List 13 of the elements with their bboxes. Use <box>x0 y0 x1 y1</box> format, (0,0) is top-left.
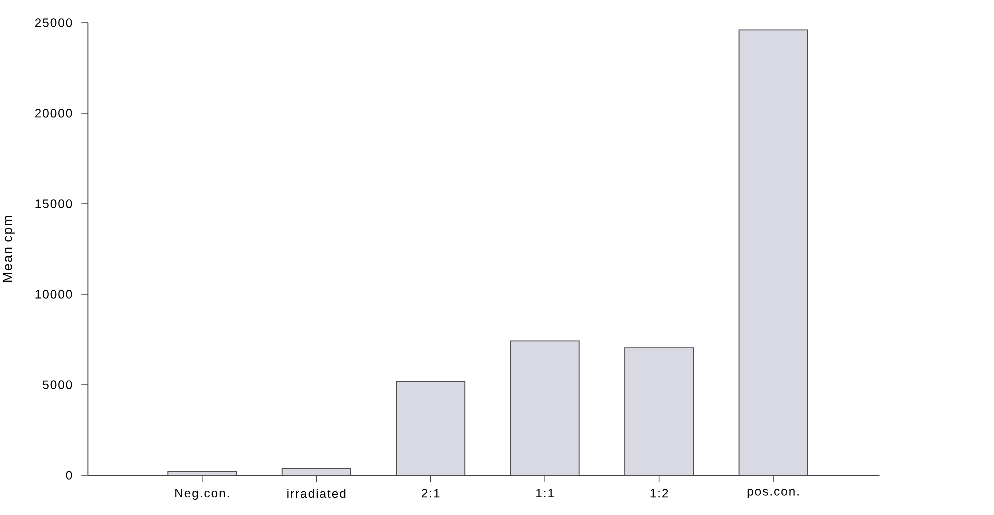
y-tick-label: 10000 <box>36 290 72 299</box>
x-tick-label: 1:2 <box>650 489 668 498</box>
y-tick-label: 15000 <box>36 200 72 208</box>
x-tick-label: pos.con. <box>748 489 799 498</box>
y-tick-label: 5000 <box>43 380 72 390</box>
x-tick-label: 1:1 <box>536 489 554 498</box>
x-tick-label: irradiated <box>288 489 346 498</box>
y-tick-label: 0 <box>66 471 72 480</box>
y-tick-label: 20000 <box>35 109 72 118</box>
x-tick-label: Neg.con. <box>176 489 230 500</box>
y-axis-title: Mean cpm <box>3 216 15 282</box>
x-tick-label: 2:1 <box>422 489 440 498</box>
y-tick-label: 25000 <box>35 18 72 28</box>
